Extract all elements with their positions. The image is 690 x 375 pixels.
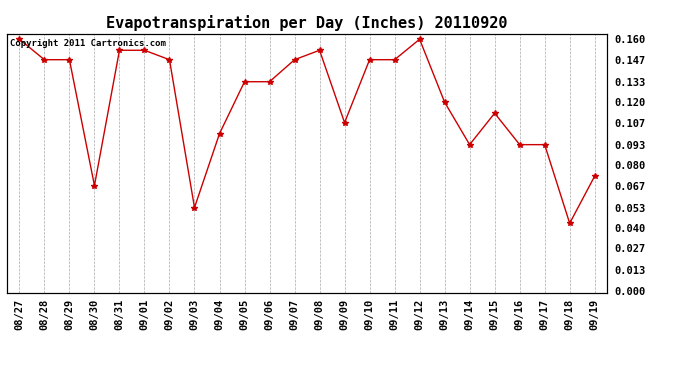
Title: Evapotranspiration per Day (Inches) 20110920: Evapotranspiration per Day (Inches) 2011… <box>106 15 508 31</box>
Text: Copyright 2011 Cartronics.com: Copyright 2011 Cartronics.com <box>10 39 166 48</box>
